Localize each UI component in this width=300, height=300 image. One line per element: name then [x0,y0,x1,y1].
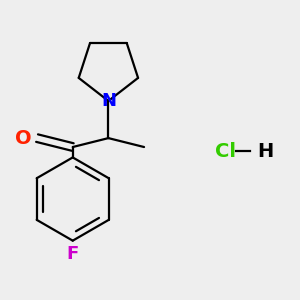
Text: N: N [101,92,116,110]
Text: F: F [67,245,79,263]
Text: H: H [257,142,273,161]
Text: O: O [15,129,32,148]
Text: Cl: Cl [215,142,236,161]
